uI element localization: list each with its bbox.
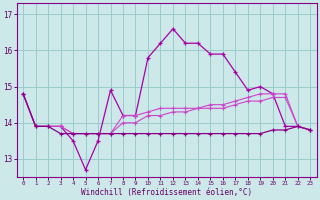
X-axis label: Windchill (Refroidissement éolien,°C): Windchill (Refroidissement éolien,°C) bbox=[81, 188, 252, 197]
